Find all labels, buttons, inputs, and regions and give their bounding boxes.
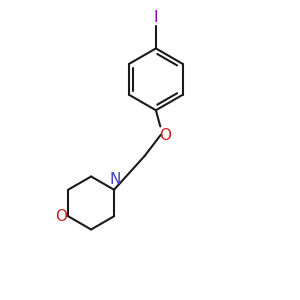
Text: I: I <box>154 10 158 25</box>
Text: O: O <box>55 209 67 224</box>
Text: N: N <box>110 172 121 188</box>
Text: O: O <box>160 128 172 143</box>
